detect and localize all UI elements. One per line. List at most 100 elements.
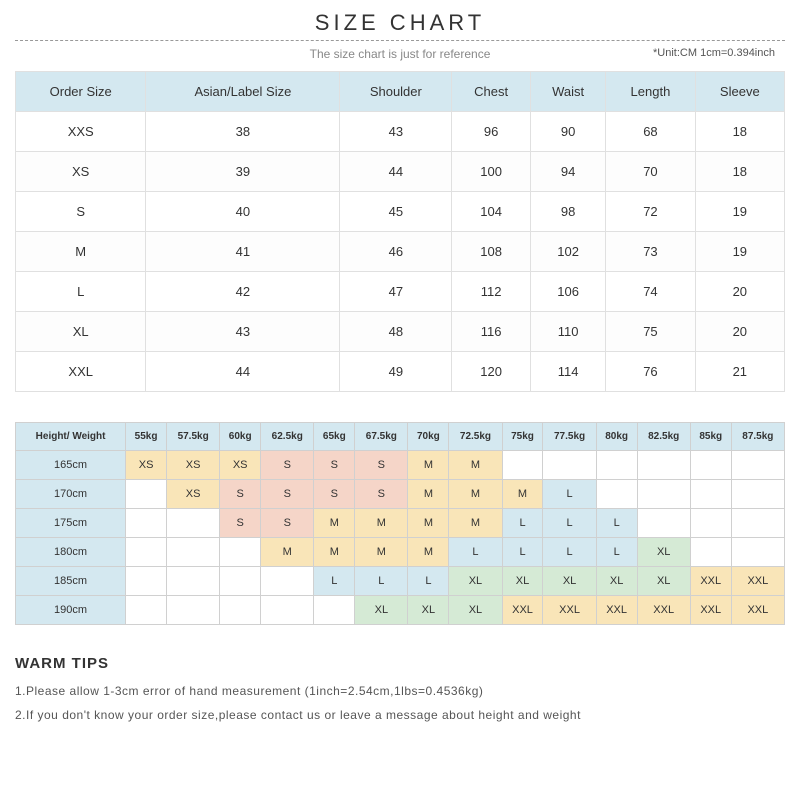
size-cell: 42 <box>146 272 340 312</box>
header-section: SIZE CHART The size chart is just for re… <box>15 10 785 63</box>
hw-cell: XL <box>355 596 408 625</box>
size-cell: XS <box>16 152 146 192</box>
hw-cell: XS <box>167 451 220 480</box>
hw-cell <box>502 451 543 480</box>
size-cell: XXL <box>16 352 146 392</box>
weight-header: 62.5kg <box>261 423 314 451</box>
subtitle-row: The size chart is just for reference *Un… <box>15 45 785 63</box>
hw-cell: XXL <box>637 596 690 625</box>
size-cell: 98 <box>531 192 606 232</box>
size-column-header: Shoulder <box>340 72 452 112</box>
size-cell: 19 <box>695 192 784 232</box>
hw-cell <box>690 538 731 567</box>
hw-cell <box>261 567 314 596</box>
hw-cell: L <box>596 538 637 567</box>
hw-cell: XS <box>167 480 220 509</box>
size-column-header: Length <box>606 72 695 112</box>
page-title: SIZE CHART <box>15 10 785 36</box>
weight-header: 82.5kg <box>637 423 690 451</box>
hw-cell <box>167 509 220 538</box>
size-cell: 41 <box>146 232 340 272</box>
hw-cell <box>596 451 637 480</box>
table-row: 170cmXSSSSSMMML <box>16 480 785 509</box>
hw-cell: XXL <box>543 596 596 625</box>
weight-header: 77.5kg <box>543 423 596 451</box>
table-row: 175cmSSMMMMLLL <box>16 509 785 538</box>
table-row: M41461081027319 <box>16 232 785 272</box>
weight-header: 72.5kg <box>449 423 502 451</box>
hw-cell: XL <box>637 538 690 567</box>
size-cell: XL <box>16 312 146 352</box>
height-weight-table: Height/ Weight55kg57.5kg60kg62.5kg65kg67… <box>15 422 785 625</box>
size-cell: 96 <box>452 112 531 152</box>
hw-cell <box>731 509 784 538</box>
size-cell: 100 <box>452 152 531 192</box>
size-chart-table: Order SizeAsian/Label SizeShoulderChestW… <box>15 71 785 392</box>
hw-cell: M <box>314 538 355 567</box>
hw-cell: M <box>408 480 449 509</box>
size-cell: 74 <box>606 272 695 312</box>
hw-corner-header: Height/ Weight <box>16 423 126 451</box>
hw-cell <box>126 538 167 567</box>
hw-cell <box>126 509 167 538</box>
table-row: XXS384396906818 <box>16 112 785 152</box>
size-column-header: Waist <box>531 72 606 112</box>
divider <box>15 40 785 41</box>
tip-item: 1.Please allow 1-3cm error of hand measu… <box>15 684 785 698</box>
hw-cell <box>314 596 355 625</box>
size-cell: 40 <box>146 192 340 232</box>
hw-cell: L <box>355 567 408 596</box>
hw-cell <box>220 567 261 596</box>
warm-tips-title: WARM TIPS <box>15 655 785 672</box>
size-cell: 20 <box>695 312 784 352</box>
hw-cell: XL <box>408 596 449 625</box>
table-row: L42471121067420 <box>16 272 785 312</box>
hw-cell: S <box>314 451 355 480</box>
warm-tips-section: WARM TIPS 1.Please allow 1-3cm error of … <box>15 655 785 722</box>
hw-cell: L <box>543 509 596 538</box>
hw-cell <box>126 480 167 509</box>
weight-header: 67.5kg <box>355 423 408 451</box>
size-cell: 49 <box>340 352 452 392</box>
hw-cell: S <box>220 509 261 538</box>
weight-header: 75kg <box>502 423 543 451</box>
hw-cell: M <box>355 509 408 538</box>
hw-cell: M <box>408 509 449 538</box>
hw-cell <box>220 538 261 567</box>
hw-cell: S <box>220 480 261 509</box>
size-cell: 68 <box>606 112 695 152</box>
hw-cell: L <box>502 538 543 567</box>
table-row: XL43481161107520 <box>16 312 785 352</box>
hw-cell: XXL <box>731 567 784 596</box>
hw-cell <box>690 451 731 480</box>
hw-cell: XL <box>502 567 543 596</box>
size-cell: XXS <box>16 112 146 152</box>
table-row: 180cmMMMMLLLLXL <box>16 538 785 567</box>
hw-cell <box>167 596 220 625</box>
hw-cell <box>220 596 261 625</box>
hw-cell: L <box>408 567 449 596</box>
size-cell: 106 <box>531 272 606 312</box>
hw-cell: S <box>261 509 314 538</box>
size-cell: 44 <box>146 352 340 392</box>
height-header: 180cm <box>16 538 126 567</box>
size-cell: 104 <box>452 192 531 232</box>
table-row: 185cmLLLXLXLXLXLXLXXLXXL <box>16 567 785 596</box>
hw-cell: XL <box>637 567 690 596</box>
table-row: XXL44491201147621 <box>16 352 785 392</box>
hw-cell: S <box>355 480 408 509</box>
weight-header: 80kg <box>596 423 637 451</box>
table-row: 190cmXLXLXLXXLXXLXXLXXLXXLXXL <box>16 596 785 625</box>
size-cell: 72 <box>606 192 695 232</box>
hw-cell: XS <box>220 451 261 480</box>
hw-cell: L <box>314 567 355 596</box>
size-cell: S <box>16 192 146 232</box>
hw-cell: L <box>596 509 637 538</box>
size-cell: 75 <box>606 312 695 352</box>
hw-cell: M <box>449 451 502 480</box>
hw-cell <box>543 451 596 480</box>
table-row: 165cmXSXSXSSSSMM <box>16 451 785 480</box>
hw-cell: M <box>449 480 502 509</box>
height-header: 170cm <box>16 480 126 509</box>
size-cell: 19 <box>695 232 784 272</box>
